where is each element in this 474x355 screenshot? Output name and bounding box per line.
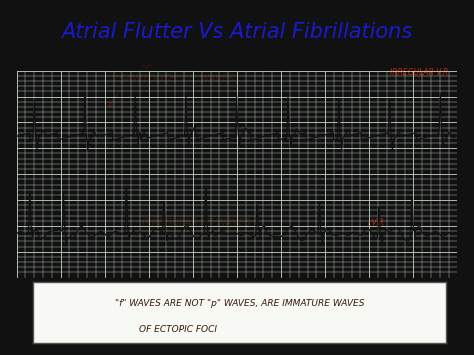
Text: "f" WAVES ARE NOT "p" WAVES, ARE IMMATURE WAVES: "f" WAVES ARE NOT "p" WAVES, ARE IMMATUR… bbox=[115, 299, 364, 308]
Text: "SAWTOOTH" "f" WAVES: "SAWTOOTH" "f" WAVES bbox=[115, 74, 233, 84]
Text: "f": "f" bbox=[141, 65, 153, 74]
Text: IRREGULAR V.R.: IRREGULAR V.R. bbox=[390, 69, 451, 77]
Text: I.V.R: I.V.R bbox=[368, 218, 384, 226]
Text: Atrial Flutter Vs Atrial Fibrillations: Atrial Flutter Vs Atrial Fibrillations bbox=[61, 22, 413, 42]
Text: IRREGULAR "f" WAVES: IRREGULAR "f" WAVES bbox=[142, 218, 251, 228]
Text: OF ECTOPIC FOCI: OF ECTOPIC FOCI bbox=[138, 325, 217, 334]
